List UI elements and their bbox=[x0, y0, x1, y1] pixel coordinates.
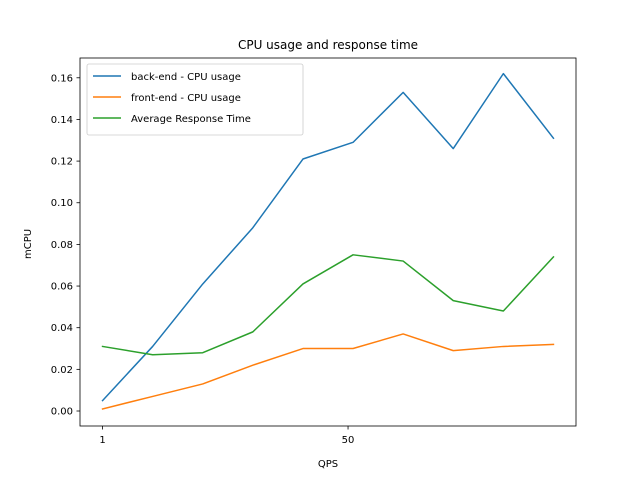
plot-frame bbox=[79, 57, 577, 427]
legend-entry: Average Response Time bbox=[131, 114, 251, 125]
y-tick-label: 0.16 bbox=[51, 73, 73, 84]
y-axis-title: mCPU bbox=[23, 229, 34, 259]
y-tick-label: 0.10 bbox=[51, 198, 73, 209]
series-line-0 bbox=[101, 72, 555, 402]
y-tick-label: 0.06 bbox=[51, 282, 73, 293]
y-tick-label: 0.12 bbox=[51, 157, 73, 168]
series-line-2 bbox=[101, 254, 555, 356]
legend-entry: back-end - CPU usage bbox=[131, 72, 241, 83]
chart-title: CPU usage and response time bbox=[238, 38, 418, 52]
y-tick-label: 0.00 bbox=[51, 407, 73, 418]
plot-area: 0.00 0.02 0.04 0.06 0.08 0.10 0.12 0.14 0.16 1 50 b… bbox=[51, 57, 577, 446]
legend-entry: front-end - CPU usage bbox=[131, 93, 241, 104]
y-tick-label: 0.04 bbox=[51, 323, 73, 334]
y-tick-label: 0.14 bbox=[51, 115, 73, 126]
x-tick-label: 1 bbox=[99, 435, 105, 446]
x-axis-title: QPS bbox=[318, 459, 338, 470]
y-tick-label: 0.08 bbox=[51, 240, 73, 251]
legend-box bbox=[86, 63, 304, 136]
x-tick-label: 50 bbox=[342, 435, 355, 446]
y-tick-label: 0.02 bbox=[51, 365, 73, 376]
series-line-1 bbox=[101, 333, 555, 410]
